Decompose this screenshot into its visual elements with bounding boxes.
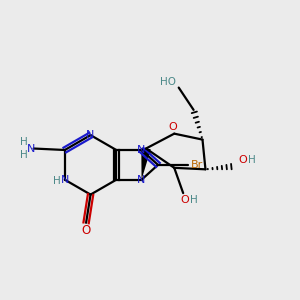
Text: H: H xyxy=(20,150,28,160)
Text: O: O xyxy=(239,155,248,165)
Text: N: N xyxy=(26,143,35,154)
Polygon shape xyxy=(141,148,151,180)
Text: H: H xyxy=(20,137,28,147)
Text: Br: Br xyxy=(190,160,203,170)
Text: O: O xyxy=(82,224,91,237)
Text: N: N xyxy=(137,175,146,185)
Text: O: O xyxy=(180,195,189,205)
Text: H: H xyxy=(248,155,256,165)
Text: H: H xyxy=(190,195,197,205)
Text: HO: HO xyxy=(160,76,176,87)
Text: N: N xyxy=(61,175,69,185)
Text: N: N xyxy=(137,145,146,155)
Text: O: O xyxy=(168,122,177,132)
Text: H: H xyxy=(52,176,60,186)
Text: N: N xyxy=(86,130,95,140)
